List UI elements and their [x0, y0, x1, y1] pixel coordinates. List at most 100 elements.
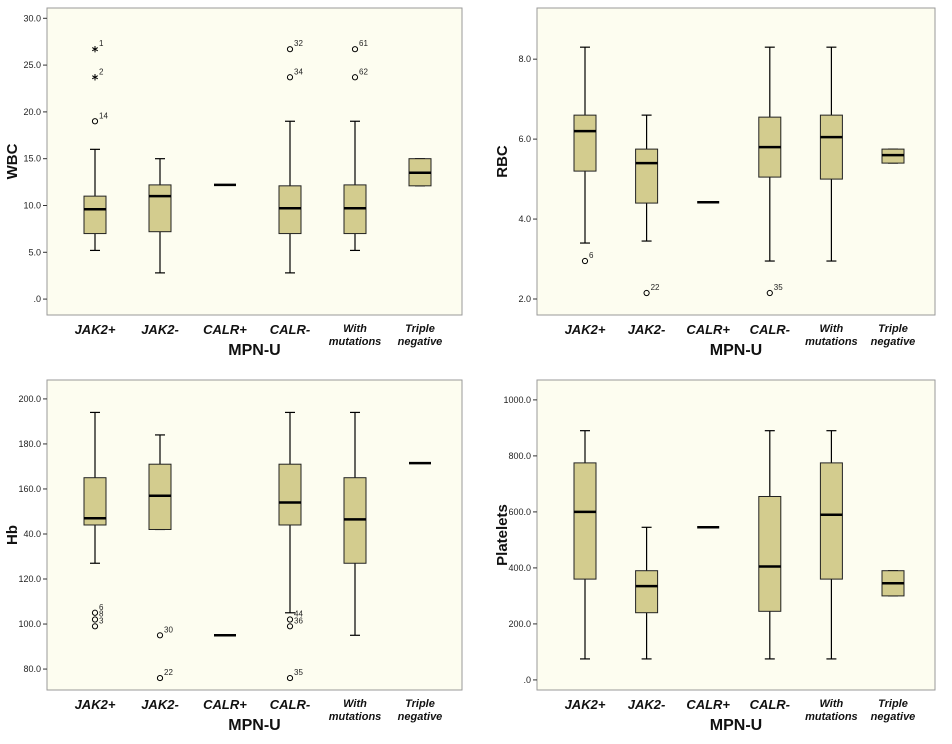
x-tick-label: JAK2-: [141, 322, 179, 337]
x-tick-label: CALR+: [686, 697, 731, 712]
box: [635, 570, 659, 614]
x-tick-label: JAK2+: [564, 322, 606, 337]
box: [635, 148, 659, 204]
outlier-label: 3: [99, 616, 104, 625]
y-tick-label: 40.0: [23, 529, 41, 539]
outlier: [286, 616, 294, 623]
y-tick-label: 2.0: [518, 294, 531, 304]
x-tick-label: Triple negative: [397, 698, 443, 723]
x-tick-label: JAK2-: [627, 322, 666, 337]
y-tick-label: 160.0: [18, 484, 41, 494]
outlier: [643, 289, 650, 297]
box: [819, 114, 843, 180]
y-tick-label: .0: [523, 675, 531, 685]
x-tick-label: JAK2-: [141, 697, 179, 712]
outlier-label: 32: [294, 39, 303, 48]
y-axis-label: Hb: [4, 525, 21, 545]
y-tick-label: 600.0: [508, 507, 531, 517]
outlier-label: 14: [99, 111, 108, 120]
y-tick-label: 100.0: [18, 619, 41, 629]
y-tick-label: 400.0: [508, 563, 531, 573]
x-tick-label: Triple negative: [870, 698, 916, 723]
outlier: [286, 623, 294, 630]
x-tick-label: CALR-: [269, 322, 311, 337]
outlier: [351, 74, 359, 81]
x-tick-label: CALR+: [203, 697, 247, 712]
x-tick-label: Triple negative: [397, 323, 443, 348]
y-tick-label: 25.0: [23, 60, 41, 70]
y-tick-label: 10.0: [23, 200, 41, 210]
outlier-label: 44: [294, 610, 303, 619]
x-tick-label: With mutations: [805, 698, 858, 723]
plot-area: [536, 379, 936, 691]
outlier: [766, 289, 773, 297]
outlier-label: 8: [99, 610, 104, 619]
outlier-label: 22: [651, 283, 660, 292]
outlier: [91, 609, 99, 616]
outlier-label: 2: [99, 67, 104, 76]
y-tick-label: .0: [33, 294, 41, 304]
outlier: [286, 74, 294, 81]
y-axis-label: WBC: [4, 143, 21, 179]
y-tick-label: 4.0: [518, 214, 531, 224]
y-axis-label: Platelets: [494, 504, 511, 566]
outlier-label: 34: [294, 67, 303, 76]
outlier-label: 35: [294, 668, 303, 677]
y-tick-label: 6.0: [518, 134, 531, 144]
x-tick-label: Triple negative: [870, 323, 916, 348]
outlier-label: 35: [774, 283, 783, 292]
outlier-label: 62: [359, 67, 368, 76]
box: [819, 462, 843, 580]
x-tick-label: JAK2-: [627, 697, 666, 712]
x-tick-label: CALR+: [203, 322, 247, 337]
x-tick-label: CALR-: [749, 322, 791, 337]
plot-area: [536, 7, 936, 316]
box: [278, 463, 302, 526]
outlier: [286, 674, 294, 682]
x-tick-label: With mutations: [805, 323, 858, 348]
x-tick-label: With mutations: [328, 698, 382, 723]
outlier-label: 36: [294, 616, 303, 625]
outlier: [91, 75, 99, 80]
y-tick-label: 1000.0: [503, 395, 531, 405]
outlier: [91, 47, 99, 52]
outlier-label: 30: [164, 625, 173, 634]
y-tick-label: 80.0: [23, 664, 41, 674]
y-tick-label: 200.0: [508, 619, 531, 629]
x-axis-label: MPN-U: [709, 717, 763, 734]
outlier-label: 1: [99, 39, 104, 48]
plot-area: [46, 379, 463, 691]
x-tick-label: JAK2+: [74, 697, 116, 712]
outlier: [91, 616, 99, 623]
x-axis-label: MPN-U: [228, 717, 281, 734]
outlier: [286, 46, 294, 53]
y-axis-label: RBC: [494, 145, 511, 178]
y-tick-label: 200.0: [18, 394, 41, 404]
y-tick-label: 20.0: [23, 107, 41, 117]
y-tick-label: 5.0: [28, 247, 41, 257]
outlier: [156, 632, 164, 639]
box: [758, 495, 782, 612]
y-tick-label: 8.0: [518, 54, 531, 64]
box: [573, 114, 597, 172]
outlier-label: 61: [359, 39, 368, 48]
y-tick-label: 800.0: [508, 451, 531, 461]
y-tick-label: 180.0: [18, 439, 41, 449]
y-tick-label: 30.0: [23, 13, 41, 23]
x-tick-label: CALR-: [749, 697, 791, 712]
x-axis-label: MPN-U: [709, 342, 763, 359]
box: [83, 477, 107, 526]
x-tick-label: CALR-: [269, 697, 311, 712]
outlier: [91, 118, 99, 125]
outlier-label: 6: [99, 603, 104, 612]
outlier-label: 22: [164, 668, 173, 677]
outlier: [581, 257, 589, 265]
plot-area: [46, 7, 463, 316]
x-tick-label: JAK2+: [564, 697, 606, 712]
box: [148, 184, 172, 233]
outlier: [351, 46, 359, 53]
outlier-label: 6: [589, 251, 594, 260]
y-tick-label: 120.0: [18, 574, 41, 584]
